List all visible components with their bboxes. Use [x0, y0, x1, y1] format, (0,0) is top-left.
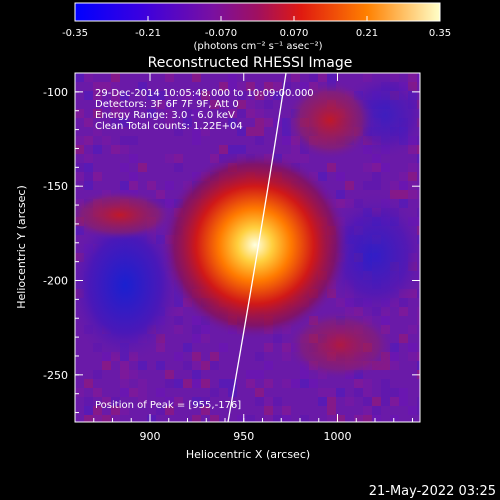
red-lobe-bottom [285, 310, 395, 380]
colorbar-tick-label: 0.070 [280, 28, 309, 39]
x-tick-label: 900 [140, 430, 161, 443]
colorbar-tick-label: -0.21 [135, 28, 161, 39]
y-axis-label: Heliocentric Y (arcsec) [15, 185, 28, 309]
colorbar-tick-label: 0.21 [356, 28, 378, 39]
axis-ticks: 900 950 1000 -100 -150 -200 -250 [43, 72, 420, 443]
info-line: Clean Total counts: 1.22E+04 [95, 121, 243, 132]
colorbar-tick-label: -0.35 [62, 28, 88, 39]
image-plot-area [75, 73, 420, 422]
colorbar: -0.35 -0.21 -0.070 0.070 0.21 0.35 (photons c… [62, 2, 451, 52]
y-tick-label: -150 [43, 180, 68, 193]
colorbar-tick-label: 0.35 [429, 28, 451, 39]
peak-position-text: Position of Peak = [955,-176] [95, 400, 241, 411]
red-lobe-top [285, 80, 375, 160]
colorbar-ticks: -0.35 -0.21 -0.070 0.070 0.21 0.35 [62, 16, 451, 39]
blue-lobe [75, 205, 185, 365]
info-line: Energy Range: 3.0 - 6.0 keV [95, 110, 235, 121]
plot-title: Reconstructed RHESSI Image [148, 55, 353, 71]
colorbar-tick-label: -0.070 [205, 28, 237, 39]
colorbar-unit-label: (photons cm⁻² s⁻¹ asec⁻²) [193, 41, 322, 52]
y-tick-label: -250 [43, 369, 68, 382]
observation-info: 29-Dec-2014 10:05:48.000 to 10:09:00.000… [95, 88, 314, 132]
red-lobe-left [75, 190, 175, 240]
y-tick-label: -100 [43, 86, 68, 99]
info-line: 29-Dec-2014 10:05:48.000 to 10:09:00.000 [95, 88, 314, 99]
plot-frame [74, 72, 421, 423]
x-tick-label: 950 [233, 430, 254, 443]
colorbar-gradient [74, 2, 441, 22]
info-line: Detectors: 3F 6F 7F 9F, Att 0 [95, 99, 239, 110]
solar-limb-line [227, 73, 287, 422]
footer-date: 21-May-2022 03:25 [369, 484, 496, 499]
x-axis-label: Heliocentric X (arcsec) [186, 448, 310, 461]
x-tick-label: 1000 [324, 430, 352, 443]
y-tick-label: -200 [43, 275, 68, 288]
peak-source [160, 150, 350, 340]
